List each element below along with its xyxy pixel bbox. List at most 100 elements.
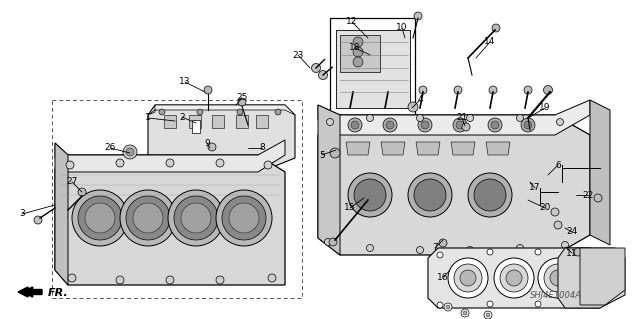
Text: SHJ4E1004A: SHJ4E1004A: [530, 291, 582, 300]
Text: 17: 17: [529, 183, 541, 192]
Circle shape: [326, 118, 333, 125]
Text: 11: 11: [566, 249, 578, 257]
Polygon shape: [428, 248, 600, 308]
Circle shape: [229, 203, 259, 233]
Polygon shape: [318, 115, 590, 255]
Circle shape: [116, 276, 124, 284]
Circle shape: [551, 208, 559, 216]
Circle shape: [594, 194, 602, 202]
Circle shape: [554, 221, 562, 229]
FancyArrow shape: [18, 287, 42, 297]
Circle shape: [488, 118, 502, 132]
Circle shape: [460, 270, 476, 286]
Circle shape: [516, 115, 524, 122]
Circle shape: [535, 301, 541, 307]
Circle shape: [463, 311, 467, 315]
Circle shape: [275, 109, 281, 115]
Polygon shape: [236, 115, 248, 128]
Circle shape: [487, 249, 493, 255]
Text: 3: 3: [19, 210, 25, 219]
Circle shape: [351, 121, 359, 129]
Circle shape: [417, 247, 424, 254]
Text: 21: 21: [456, 114, 468, 122]
Circle shape: [238, 98, 246, 106]
Polygon shape: [55, 155, 285, 285]
Circle shape: [474, 179, 506, 211]
Circle shape: [574, 248, 582, 256]
Polygon shape: [336, 30, 410, 108]
Circle shape: [414, 179, 446, 211]
Circle shape: [456, 121, 464, 129]
Circle shape: [120, 190, 176, 246]
Text: 1: 1: [145, 114, 151, 122]
Circle shape: [524, 86, 532, 94]
Circle shape: [492, 24, 500, 32]
Circle shape: [491, 121, 499, 129]
Circle shape: [348, 173, 392, 217]
Polygon shape: [189, 115, 201, 128]
Circle shape: [329, 238, 337, 246]
Polygon shape: [416, 142, 440, 155]
Circle shape: [454, 86, 462, 94]
Polygon shape: [164, 115, 176, 128]
Text: 4: 4: [417, 95, 423, 105]
Circle shape: [68, 274, 76, 282]
Text: 18: 18: [349, 43, 361, 53]
Circle shape: [384, 86, 392, 94]
Polygon shape: [590, 100, 610, 245]
Text: 7: 7: [432, 243, 438, 253]
Circle shape: [216, 276, 224, 284]
Circle shape: [448, 258, 488, 298]
Polygon shape: [346, 142, 370, 155]
Circle shape: [557, 118, 563, 125]
Circle shape: [126, 148, 134, 156]
Circle shape: [330, 148, 340, 158]
Circle shape: [439, 239, 447, 247]
Polygon shape: [148, 105, 295, 115]
Circle shape: [453, 118, 467, 132]
Polygon shape: [55, 140, 285, 172]
Circle shape: [367, 115, 374, 122]
Circle shape: [484, 311, 492, 319]
Text: 15: 15: [344, 204, 356, 212]
Text: 20: 20: [540, 204, 550, 212]
Text: 10: 10: [396, 24, 408, 33]
Circle shape: [487, 301, 493, 307]
Text: 8: 8: [259, 144, 265, 152]
Circle shape: [66, 161, 74, 169]
Circle shape: [383, 118, 397, 132]
Circle shape: [544, 264, 572, 292]
Polygon shape: [580, 248, 625, 305]
Circle shape: [386, 121, 394, 129]
Text: 12: 12: [346, 18, 358, 26]
Circle shape: [524, 121, 532, 129]
Circle shape: [78, 188, 86, 196]
Polygon shape: [451, 142, 475, 155]
Circle shape: [408, 173, 452, 217]
Polygon shape: [340, 35, 380, 72]
Circle shape: [437, 302, 443, 308]
Text: 22: 22: [582, 190, 594, 199]
Circle shape: [237, 109, 243, 115]
Polygon shape: [55, 143, 68, 285]
Circle shape: [454, 264, 482, 292]
Circle shape: [264, 161, 272, 169]
Circle shape: [72, 190, 128, 246]
Text: 26: 26: [104, 144, 116, 152]
Text: 9: 9: [204, 138, 210, 147]
Circle shape: [353, 47, 363, 57]
Circle shape: [538, 258, 578, 298]
Circle shape: [159, 109, 165, 115]
Circle shape: [561, 241, 568, 249]
Polygon shape: [148, 105, 295, 168]
Circle shape: [34, 216, 42, 224]
Circle shape: [116, 159, 124, 167]
Text: FR.: FR.: [48, 288, 68, 298]
Circle shape: [123, 145, 137, 159]
Circle shape: [414, 12, 422, 20]
Circle shape: [550, 270, 566, 286]
Circle shape: [216, 159, 224, 167]
Text: 24: 24: [566, 227, 578, 236]
Circle shape: [535, 249, 541, 255]
Circle shape: [133, 203, 163, 233]
